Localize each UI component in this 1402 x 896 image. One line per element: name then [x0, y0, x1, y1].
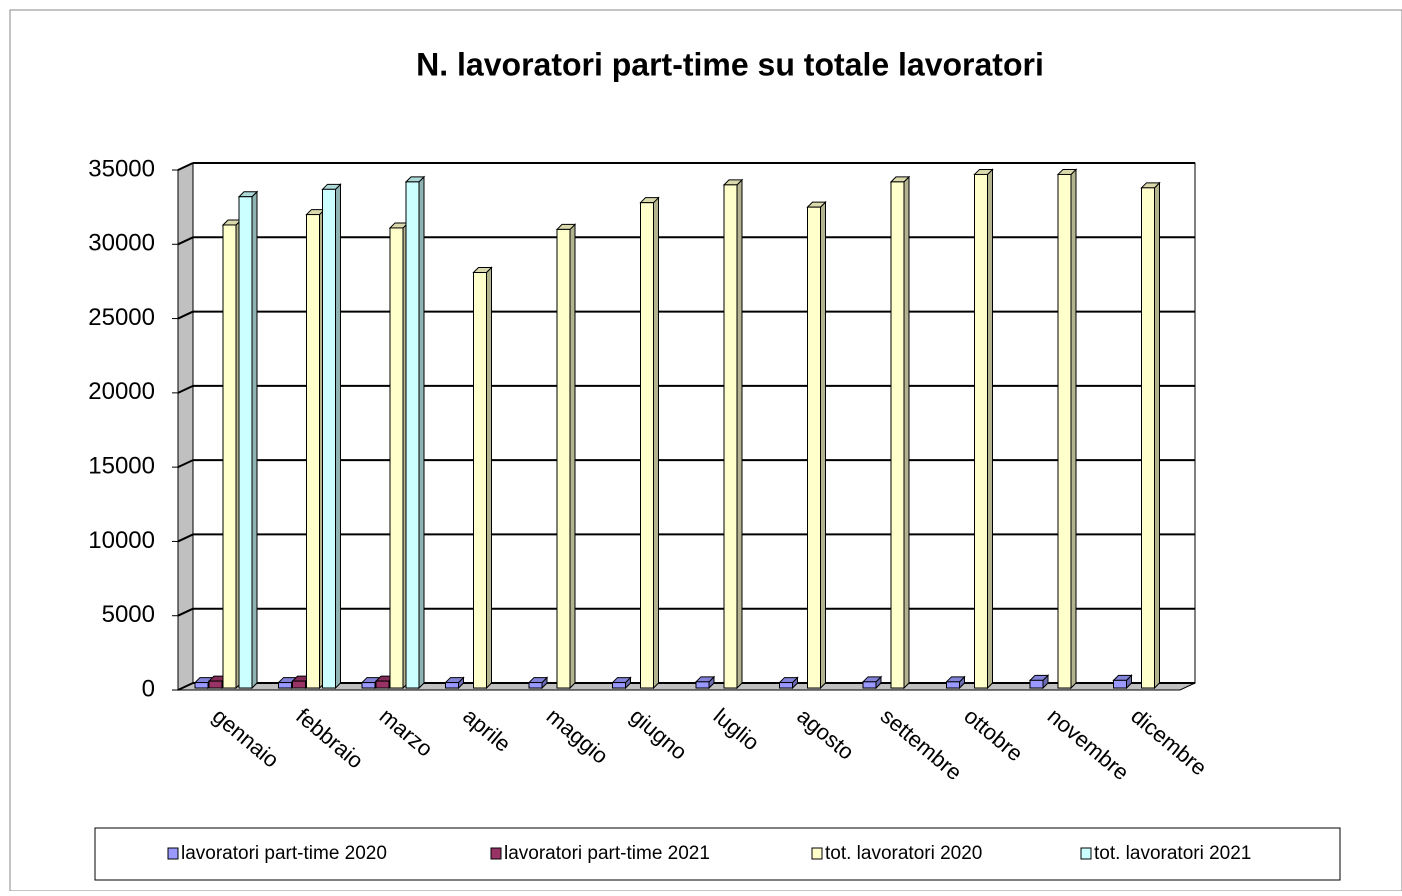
legend-label: lavoratori part-time 2020 — [181, 843, 387, 864]
grid-line-side — [177, 607, 194, 617]
bar — [238, 196, 253, 689]
bar — [890, 181, 905, 689]
bar — [405, 181, 420, 689]
bar-side — [251, 190, 258, 690]
bar — [292, 680, 306, 689]
legend-label: tot. lavoratori 2021 — [1094, 843, 1251, 864]
y-tick-label: 10000 — [88, 527, 155, 554]
y-tick-label: 5000 — [102, 601, 155, 628]
bar — [723, 184, 738, 689]
bar — [779, 682, 793, 689]
bar — [1113, 679, 1127, 689]
bar — [1029, 679, 1044, 689]
bar — [322, 188, 336, 689]
grid-line-side — [177, 533, 194, 543]
y-tick-label: 30000 — [88, 230, 155, 257]
bar — [1057, 173, 1072, 689]
bar-side — [486, 266, 492, 690]
bar-side — [335, 183, 341, 690]
bar — [278, 682, 292, 689]
bar — [946, 681, 960, 689]
bar-side — [418, 175, 425, 690]
y-tick-label: 0 — [142, 675, 155, 702]
bar-side — [736, 178, 743, 690]
legend-box — [94, 827, 1341, 881]
legend-label: tot. lavoratori 2020 — [825, 843, 982, 864]
bar — [208, 680, 223, 689]
side-wall — [177, 162, 194, 691]
bar — [640, 202, 654, 689]
bar — [862, 681, 877, 689]
legend-swatch — [490, 847, 502, 860]
bar — [473, 272, 487, 689]
bar — [556, 228, 571, 689]
bar — [612, 682, 626, 689]
bar-side — [820, 200, 826, 690]
grid-line-side — [177, 236, 194, 246]
legend-label: lavoratori part-time 2021 — [504, 843, 710, 864]
bar — [974, 173, 988, 689]
legend-swatch — [167, 847, 179, 860]
grid-line-side — [177, 162, 194, 171]
bar — [445, 682, 459, 689]
grid-line-side — [177, 384, 194, 394]
bar — [695, 681, 710, 689]
bar-side — [569, 223, 576, 690]
legend-swatch — [1080, 847, 1092, 860]
bar — [528, 682, 543, 689]
bar — [1141, 187, 1155, 689]
y-tick-label: 15000 — [88, 452, 155, 479]
legend-swatch — [811, 847, 823, 860]
y-tick-label: 25000 — [88, 304, 155, 331]
grid-line-side — [177, 310, 194, 320]
bar-side — [1154, 181, 1160, 690]
bar — [807, 206, 821, 689]
bar — [361, 682, 376, 689]
bar-side — [903, 175, 910, 690]
grid-line-side — [177, 682, 194, 691]
y-tick-label: 20000 — [88, 378, 155, 405]
bar — [222, 224, 237, 689]
bar — [389, 227, 404, 689]
bar — [306, 214, 320, 689]
chart-title: N. lavoratori part-time su totale lavora… — [416, 46, 1044, 82]
bar-side — [653, 196, 659, 690]
bar-side — [1070, 168, 1077, 690]
bar-side — [987, 168, 993, 690]
bar — [194, 682, 209, 689]
bar — [375, 680, 390, 689]
grid-line-side — [177, 459, 194, 469]
y-tick-label: 35000 — [88, 155, 155, 182]
